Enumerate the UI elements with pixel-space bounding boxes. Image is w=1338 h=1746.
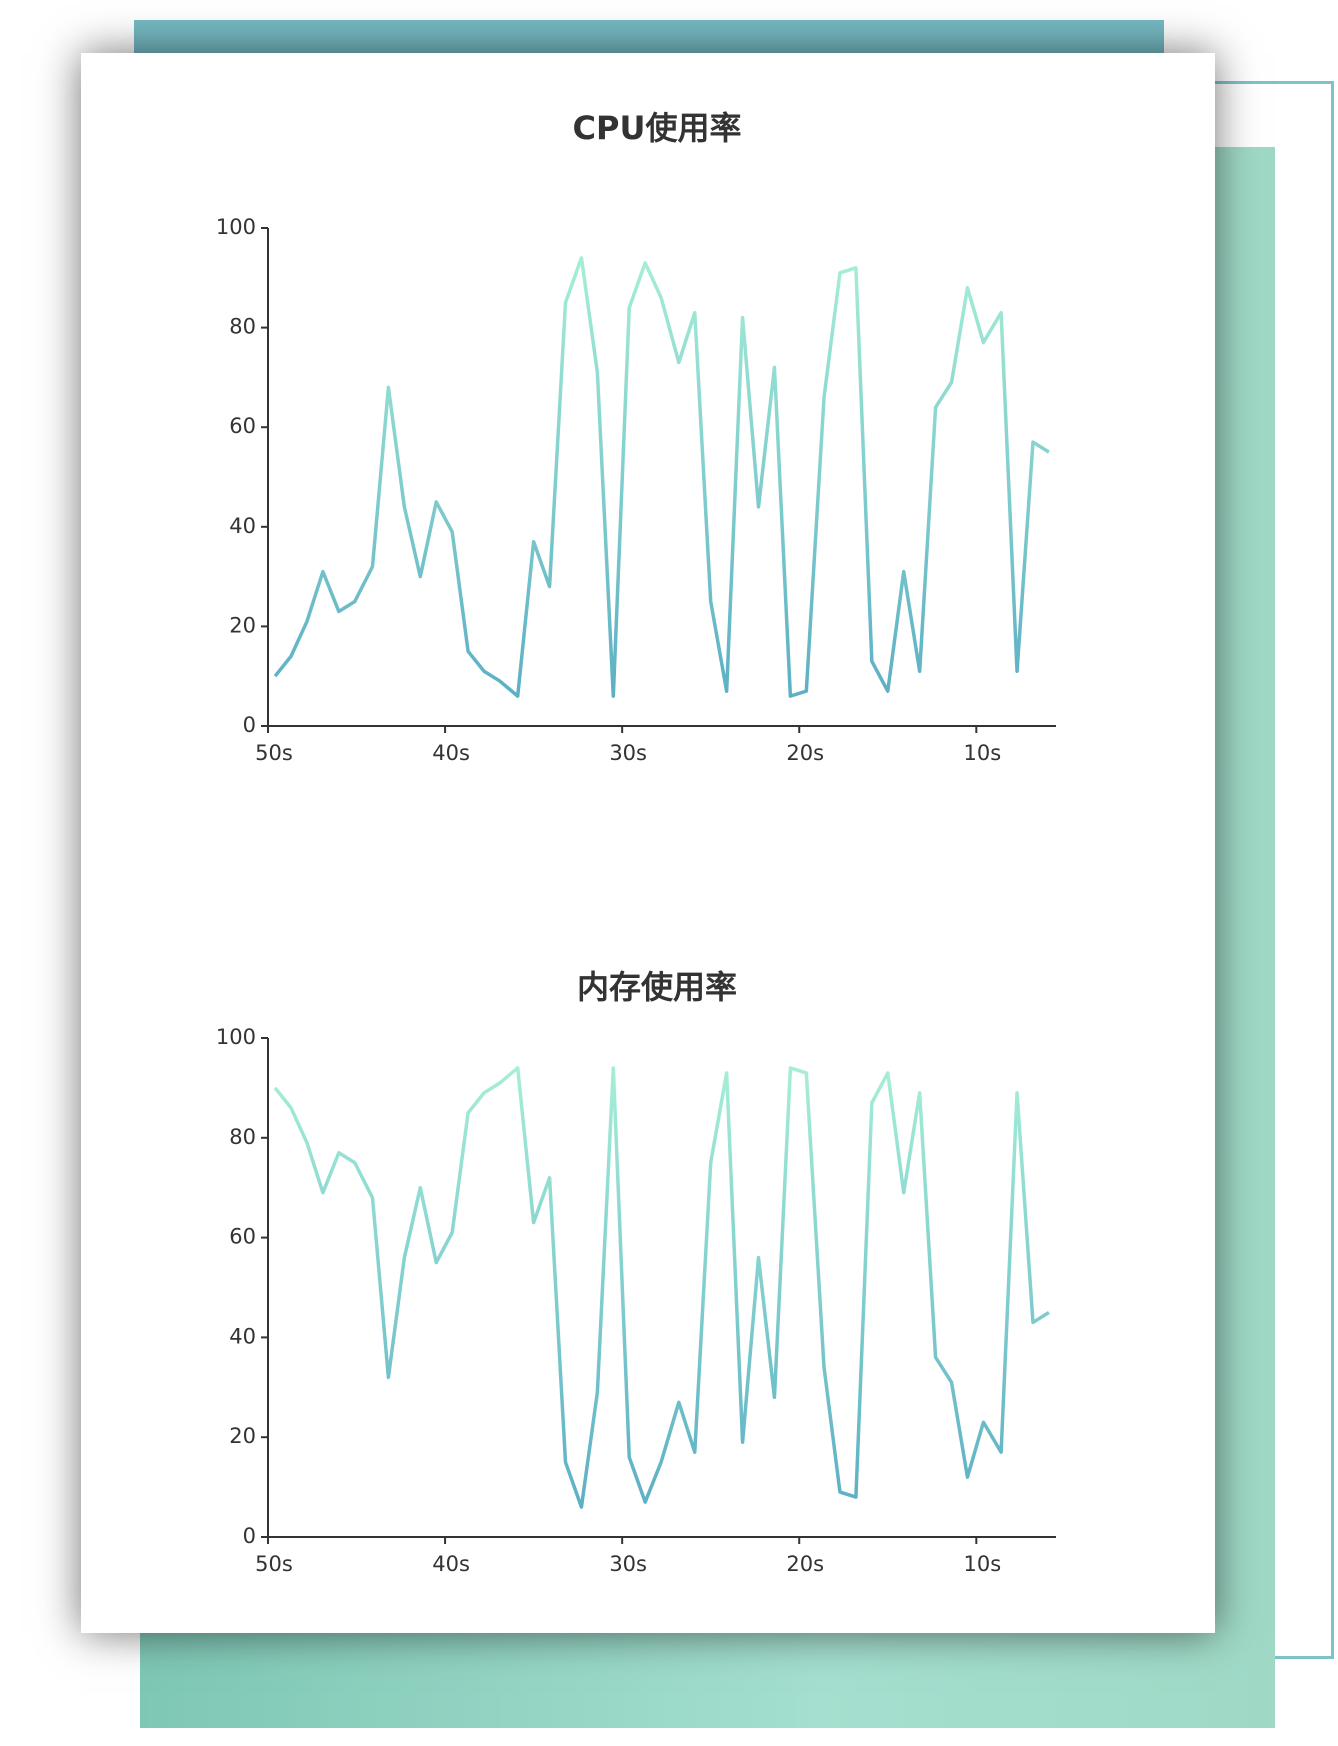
x-tick-label: 50s [255,741,293,765]
chart-title: CPU使用率 [573,109,742,147]
x-tick-label: 40s [432,1552,470,1576]
x-tick-label: 30s [609,1552,647,1576]
card [81,53,1215,1633]
x-tick-label: 20s [786,1552,824,1576]
x-tick-label: 40s [432,741,470,765]
y-tick-label: 20 [229,1424,256,1448]
data-line [273,256,1050,698]
decor-bar [134,20,1164,54]
y-tick-label: 40 [229,514,256,538]
y-tick-label: 80 [229,1125,256,1149]
x-tick-label: 20s [786,741,824,765]
x-tick-label: 50s [255,1552,293,1576]
y-tick-label: 60 [229,1225,256,1249]
y-tick-label: 0 [243,1524,256,1548]
y-tick-label: 100 [216,215,256,239]
x-tick-label: 10s [963,741,1001,765]
data-line [273,1066,1050,1509]
x-tick-label: 30s [609,741,647,765]
y-tick-label: 100 [216,1025,256,1049]
y-tick-label: 40 [229,1324,256,1348]
y-tick-label: 20 [229,613,256,637]
y-tick-label: 60 [229,414,256,438]
chart-title: 内存使用率 [577,968,737,1006]
x-tick-label: 10s [963,1552,1001,1576]
y-tick-label: 0 [243,713,256,737]
y-tick-label: 80 [229,315,256,339]
